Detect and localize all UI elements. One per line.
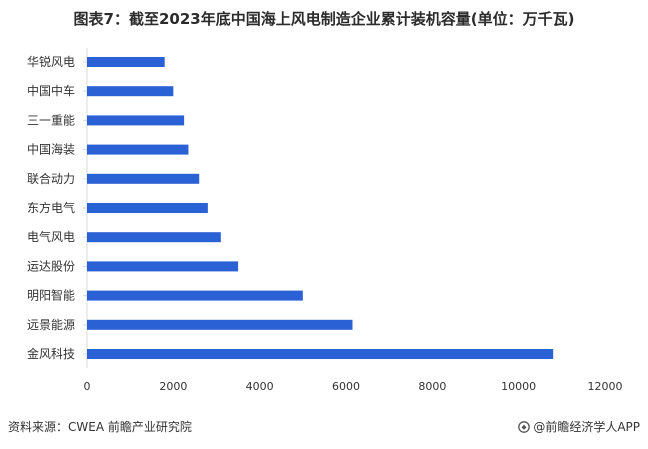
category-label: 联合动力 — [27, 171, 75, 186]
source-note: 资料来源：CWEA 前瞻产业研究院 — [8, 420, 192, 434]
category-label: 远景能源 — [27, 318, 75, 332]
category-label: 中国中车 — [27, 83, 75, 98]
category-label: 运达股份 — [27, 259, 75, 273]
x-tick-label: 4000 — [246, 380, 274, 393]
category-label: 明阳智能 — [27, 288, 75, 303]
bar — [87, 173, 200, 184]
category-label: 金风科技 — [27, 346, 75, 361]
x-tick-label: 12000 — [588, 380, 623, 393]
x-tick-label: 2000 — [159, 380, 187, 393]
bar — [87, 203, 208, 213]
category-label: 华锐风电 — [27, 55, 75, 69]
x-tick-label: 10000 — [501, 380, 536, 393]
bar — [87, 261, 239, 272]
category-label: 三一重能 — [27, 113, 75, 127]
x-tick-label: 8000 — [418, 380, 446, 393]
brand-logo-icon — [518, 420, 531, 433]
bar — [87, 115, 185, 126]
x-tick-label: 6000 — [332, 380, 360, 393]
bar — [87, 57, 165, 67]
bar — [87, 290, 303, 301]
x-tick-label: 0 — [84, 380, 91, 393]
bar — [87, 144, 189, 155]
category-label: 中国海装 — [27, 142, 75, 157]
brand-credit: @前瞻经济学人APP — [518, 418, 640, 435]
category-label: 东方电气 — [27, 200, 75, 215]
brand-label: @前瞻经济学人APP — [533, 420, 640, 434]
bar — [87, 349, 554, 359]
bar — [87, 319, 353, 330]
bar — [87, 86, 174, 97]
category-label: 电气风电 — [27, 229, 75, 244]
bar — [87, 232, 221, 243]
chart-title: 图表7：截至2023年底中国海上风电制造企业累计装机容量(单位：万千瓦) — [73, 10, 575, 28]
